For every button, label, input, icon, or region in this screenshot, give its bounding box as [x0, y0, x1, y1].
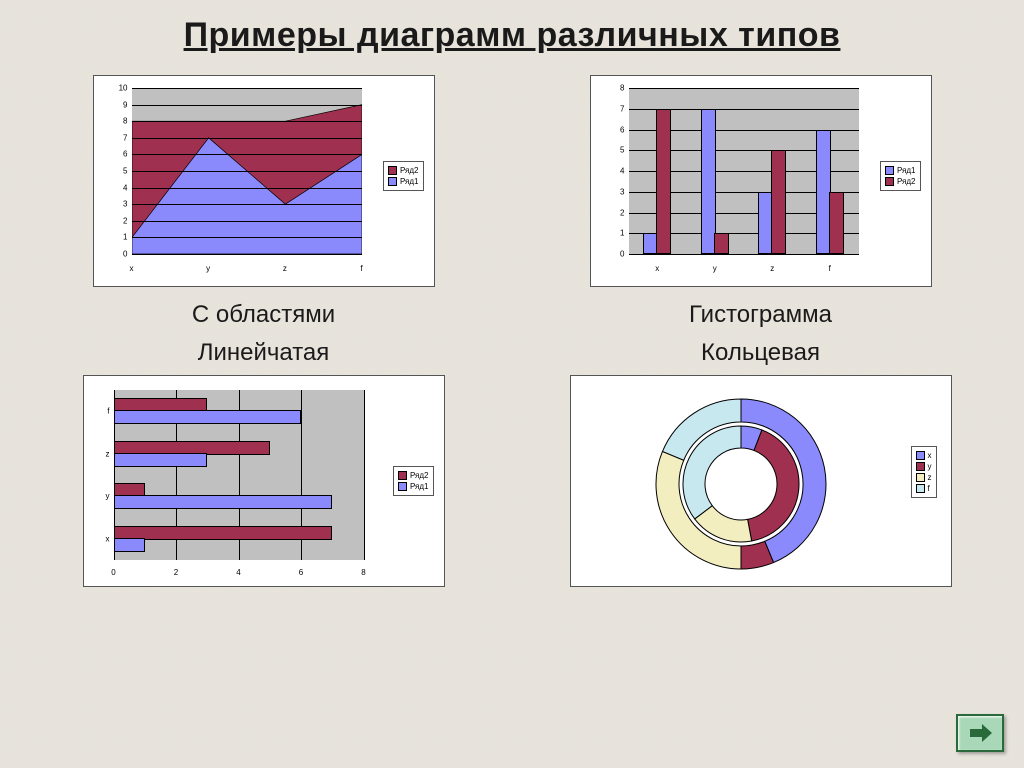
legend-label: Ряд1 — [410, 481, 429, 492]
histogram-plot — [629, 88, 859, 254]
barh-panel: Ряд2 Ряд1 02468xyzf — [83, 375, 445, 587]
legend-label: y — [928, 461, 932, 472]
arrow-right-icon — [968, 724, 992, 742]
legend-label: Ряд2 — [897, 176, 916, 187]
chart-grid: Ряд2 Ряд1 012345678910xyzf С областями Р… — [0, 63, 1024, 587]
histogram-panel: Ряд1 Ряд2 012345678xyzf — [590, 75, 932, 287]
cell-ring: Кольцевая x y z f — [537, 339, 984, 587]
cell-histogram: Ряд1 Ряд2 012345678xyzf Гистограмма — [537, 75, 984, 329]
legend-label: Ряд2 — [410, 470, 429, 481]
legend-label: Ряд2 — [400, 165, 419, 176]
barh-caption: Линейчатая — [198, 339, 330, 367]
next-button[interactable] — [956, 714, 1004, 752]
cell-area: Ряд2 Ряд1 012345678910xyzf С областями — [40, 75, 487, 329]
legend-label: z — [928, 472, 932, 483]
cell-barh: Линейчатая Ряд2 Ряд1 02468xyzf — [40, 339, 487, 587]
page-title: Примеры диаграмм различных типов — [0, 0, 1024, 63]
ring-caption: Кольцевая — [701, 339, 820, 367]
legend-label: f — [928, 483, 930, 494]
histogram-caption: Гистограмма — [689, 301, 832, 329]
area-caption: С областями — [192, 301, 335, 329]
area-chart-panel: Ряд2 Ряд1 012345678910xyzf — [93, 75, 435, 287]
legend-label: Ряд1 — [400, 176, 419, 187]
area-plot — [132, 88, 362, 254]
area-legend: Ряд2 Ряд1 — [383, 161, 424, 191]
barh-plot — [114, 390, 364, 560]
ring-legend: x y z f — [911, 446, 937, 498]
legend-label: Ряд1 — [897, 165, 916, 176]
barh-legend: Ряд2 Ряд1 — [393, 466, 434, 496]
ring-plot — [571, 376, 951, 586]
legend-label: x — [928, 450, 932, 461]
histogram-legend: Ряд1 Ряд2 — [880, 161, 921, 191]
ring-panel: x y z f — [570, 375, 952, 587]
